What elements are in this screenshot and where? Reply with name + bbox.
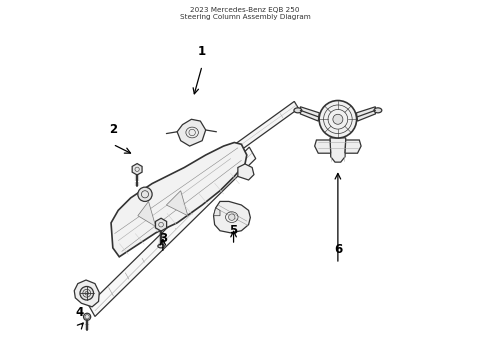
- Ellipse shape: [80, 287, 94, 300]
- Polygon shape: [220, 102, 298, 162]
- Ellipse shape: [228, 214, 235, 220]
- Ellipse shape: [333, 114, 343, 124]
- Text: 4: 4: [76, 306, 84, 319]
- Polygon shape: [330, 138, 346, 162]
- Polygon shape: [214, 202, 250, 233]
- Polygon shape: [300, 107, 319, 121]
- Ellipse shape: [294, 108, 302, 113]
- Text: 2023 Mercedes-Benz EQB 250
Steering Column Assembly Diagram: 2023 Mercedes-Benz EQB 250 Steering Colu…: [180, 7, 310, 20]
- Ellipse shape: [158, 244, 164, 248]
- Polygon shape: [138, 202, 156, 226]
- Text: 6: 6: [334, 243, 342, 256]
- Polygon shape: [315, 140, 331, 153]
- Text: 1: 1: [198, 45, 206, 58]
- Polygon shape: [214, 208, 220, 216]
- Text: 2: 2: [109, 123, 117, 136]
- Text: 5: 5: [229, 224, 238, 237]
- Ellipse shape: [138, 187, 152, 202]
- Polygon shape: [356, 107, 375, 121]
- Polygon shape: [177, 119, 206, 146]
- Text: 3: 3: [159, 232, 167, 246]
- Ellipse shape: [319, 100, 357, 138]
- Ellipse shape: [374, 108, 382, 113]
- Polygon shape: [111, 143, 247, 257]
- Polygon shape: [167, 191, 188, 216]
- Polygon shape: [89, 147, 256, 316]
- Polygon shape: [155, 218, 167, 231]
- Ellipse shape: [83, 313, 91, 320]
- Polygon shape: [238, 164, 254, 180]
- Ellipse shape: [85, 292, 89, 295]
- Polygon shape: [345, 140, 361, 153]
- Polygon shape: [132, 163, 142, 175]
- Polygon shape: [74, 280, 99, 307]
